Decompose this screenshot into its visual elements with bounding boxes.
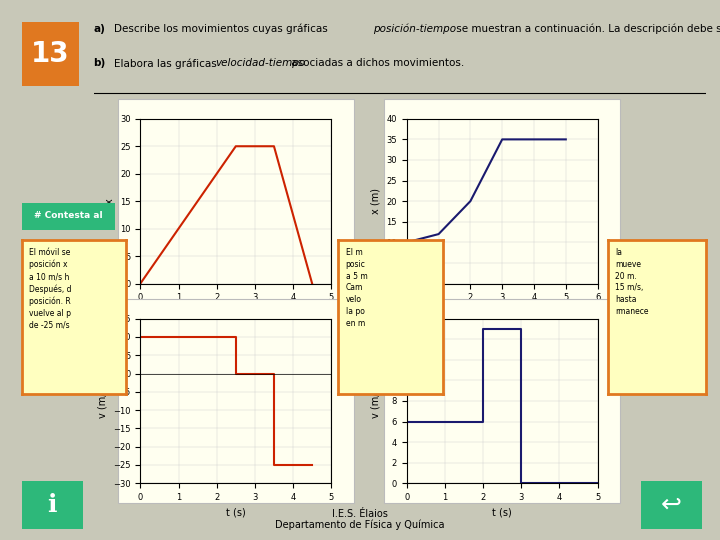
Text: 13: 13 bbox=[31, 40, 70, 68]
Bar bbox=[384, 299, 621, 503]
Text: a): a) bbox=[94, 24, 105, 34]
Text: Describe los movimientos cuyas gráficas: Describe los movimientos cuyas gráficas bbox=[114, 24, 330, 34]
Text: la
mueve
20 m.
15 m/s,
hasta
rmanece: la mueve 20 m. 15 m/s, hasta rmanece bbox=[615, 248, 649, 316]
Text: Departamento de Física y Química: Departamento de Física y Química bbox=[275, 519, 445, 530]
Text: ℹ: ℹ bbox=[48, 493, 57, 517]
Text: # Contesta al: # Contesta al bbox=[34, 212, 103, 220]
Text: b): b) bbox=[94, 58, 106, 69]
X-axis label: t (s): t (s) bbox=[492, 508, 512, 517]
Text: Elabora las gráficas: Elabora las gráficas bbox=[114, 58, 220, 69]
Y-axis label: v (m/s): v (m/s) bbox=[371, 384, 381, 418]
X-axis label: t (s): t (s) bbox=[226, 508, 246, 517]
Text: velocidad-tiempo: velocidad-tiempo bbox=[215, 58, 305, 69]
Bar bbox=[117, 99, 354, 303]
Text: asociadas a dichos movimientos.: asociadas a dichos movimientos. bbox=[288, 58, 464, 69]
Text: posición-tiempo: posición-tiempo bbox=[373, 24, 456, 34]
Text: El móvil se
posición x
a 10 m/s h
Después, d
posición. R
vuelve al p
de -25 m/s: El móvil se posición x a 10 m/s h Despué… bbox=[29, 248, 71, 330]
Text: El m
posic
a 5 m
Cam
velo
la po
en m: El m posic a 5 m Cam velo la po en m bbox=[346, 248, 367, 328]
Bar bbox=[117, 299, 354, 503]
Y-axis label: v (m/s): v (m/s) bbox=[97, 384, 107, 418]
Text: I.E.S. Élaios: I.E.S. Élaios bbox=[332, 509, 388, 519]
Bar bbox=[384, 99, 621, 303]
Text: se muestran a continuación. La descripción debe ser cualitativa y cuantitativa.: se muestran a continuación. La descripci… bbox=[453, 24, 720, 34]
Y-axis label: x: x bbox=[104, 198, 114, 204]
Text: ↩: ↩ bbox=[661, 493, 682, 517]
X-axis label: t (s): t (s) bbox=[226, 308, 246, 318]
Y-axis label: x (m): x (m) bbox=[371, 188, 381, 214]
X-axis label: t (s): t (s) bbox=[492, 308, 512, 318]
